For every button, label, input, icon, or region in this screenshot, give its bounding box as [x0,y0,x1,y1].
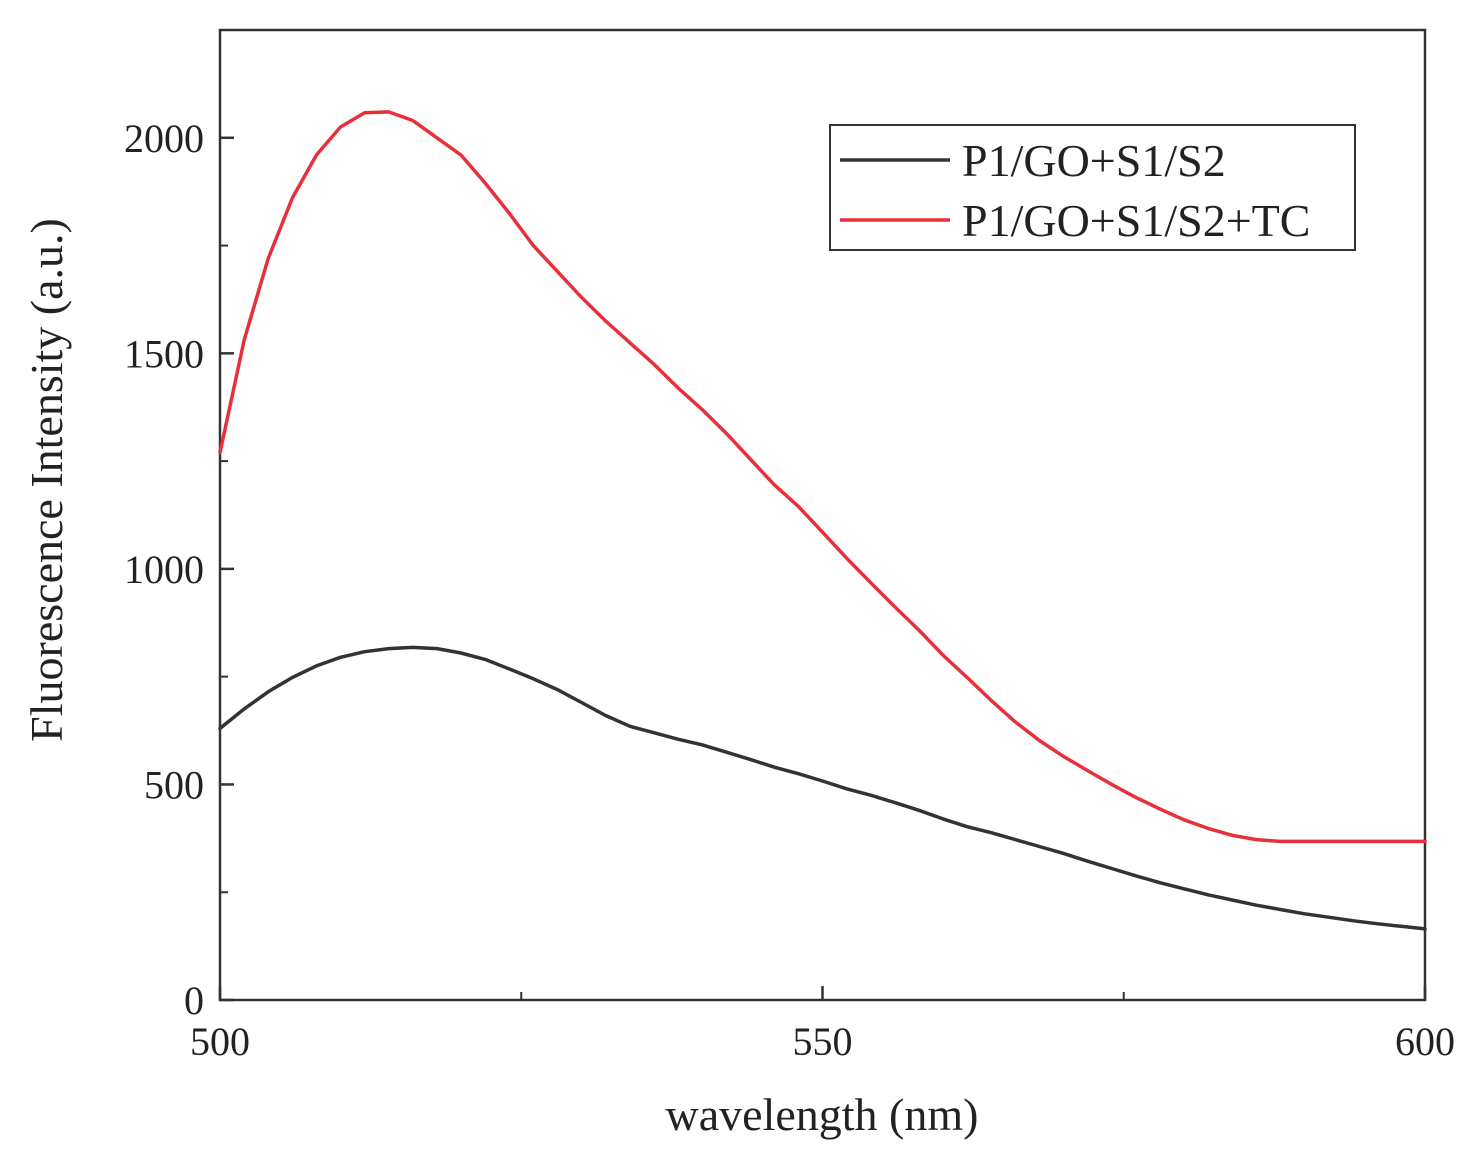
y-tick-label: 2000 [124,116,204,161]
legend-label-series-1: P1/GO+S1/S2 [962,135,1226,186]
x-axis: 500 550 600 [190,986,1455,1064]
legend-label-series-2: P1/GO+S1/S2+TC [962,195,1310,246]
y-tick-label: 500 [144,762,204,807]
legend-box [829,124,1356,251]
x-tick-label: 600 [1395,1019,1455,1064]
y-axis-title: Fluorescence Intensity (a.u.) [21,218,72,742]
series-lines [218,110,1427,931]
y-tick-label: 1000 [124,547,204,592]
y-tick-label: 0 [184,978,204,1023]
y-axis: 0 500 1000 1500 2000 [124,116,234,1023]
series-line-2 [218,110,1427,844]
x-tick-label: 550 [793,1019,853,1064]
y-tick-label: 1500 [124,331,204,376]
x-tick-label: 500 [190,1019,250,1064]
series-line-1 [218,645,1427,931]
x-axis-title: wavelength (nm) [666,1089,979,1140]
legend: P1/GO+S1/S2 P1/GO+S1/S2+TC [829,124,1356,251]
